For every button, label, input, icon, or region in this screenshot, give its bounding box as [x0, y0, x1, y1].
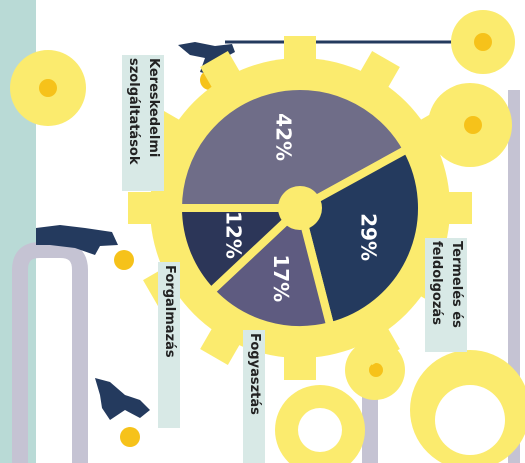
pie-hub: [278, 186, 322, 230]
category-label: Fogyasztás: [243, 330, 265, 463]
category-label: Kereskedelmi szolgáltatások: [122, 55, 164, 191]
value-label: 17%: [269, 254, 293, 302]
pie-slice: [205, 200, 336, 334]
category-label: Forgalmazás: [158, 262, 180, 428]
value-label: 12%: [221, 211, 245, 259]
category-label: Termelés és feldolgozás: [425, 238, 467, 352]
value-label: 42%: [271, 113, 295, 161]
pie-slice: [295, 143, 426, 332]
pie-slice: [173, 204, 311, 298]
value-label: 29%: [357, 213, 381, 261]
